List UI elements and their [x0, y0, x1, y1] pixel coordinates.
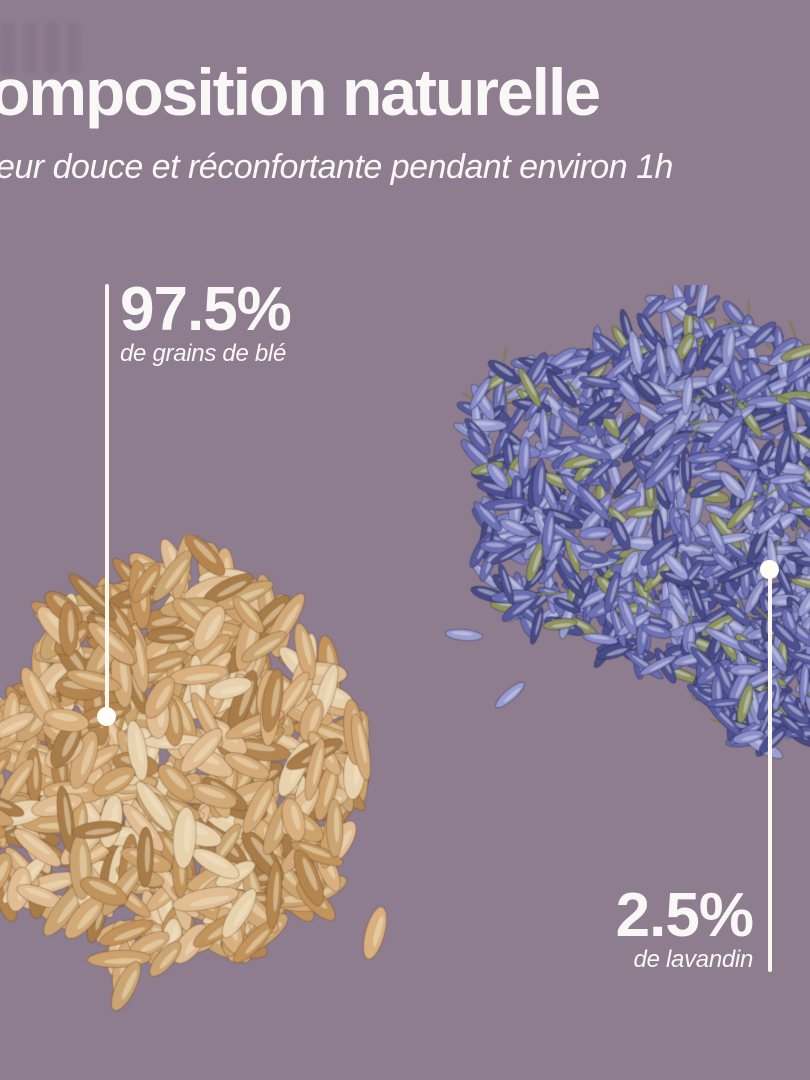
- faint-watermark: [2, 22, 90, 74]
- lavender-flowers-image: [430, 285, 810, 785]
- wheat-callout-dot: [97, 707, 116, 726]
- page-subtitle: eur douce et réconfortante pendant envir…: [0, 148, 673, 186]
- lavandin-callout-line: [768, 570, 772, 972]
- wheat-callout-line: [105, 284, 109, 717]
- lavandin-caption: de lavandin: [633, 946, 754, 973]
- wheat-grains-image: [0, 535, 435, 1015]
- lavandin-callout-dot: [760, 560, 779, 579]
- wheat-callout: 97.5% de grains de blé: [120, 275, 292, 367]
- page-title: omposition naturelle: [0, 55, 601, 129]
- lavandin-callout: 2.5% de lavandin: [615, 881, 754, 973]
- wheat-caption: de grains de blé: [120, 340, 286, 367]
- lavandin-percent: 2.5%: [615, 881, 754, 950]
- wheat-percent: 97.5%: [120, 275, 292, 344]
